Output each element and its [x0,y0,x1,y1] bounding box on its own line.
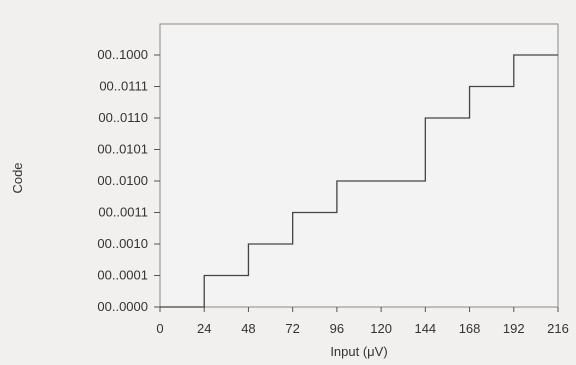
plot-area [159,23,559,308]
y-tick-label: 00..0110 [98,110,148,125]
x-tick-label: 216 [547,321,569,336]
x-tick-label: 168 [459,321,481,336]
x-tick-label: 0 [156,321,163,336]
y-tick-label: 00..0111 [99,79,148,94]
x-tick-label: 48 [241,321,255,336]
series-line [160,54,558,308]
y-tick-label: 00..0101 [97,142,148,157]
y-tick-label: 00..1000 [97,47,148,62]
x-axis-title: Input (μV) [330,344,387,359]
y-tick-label: 00..0011 [98,205,148,220]
x-tick-label: 192 [503,321,525,336]
x-tick-label: 24 [197,321,211,336]
y-axis-ticks: 00..0000 00..0001 00..0010 00..0011 00..0100… [97,47,160,314]
y-tick-label: 00..0100 [97,173,148,188]
y-tick-label: 00..0000 [97,299,148,314]
y-axis-title: Code [10,162,25,193]
y-tick-label: 00..0001 [97,268,148,283]
y-tick-label: 00..0010 [97,236,148,251]
x-tick-label: 96 [330,321,344,336]
x-axis-ticks: 0 24 48 72 96 120 144 168 192 216 [156,307,569,336]
x-tick-label: 144 [414,321,436,336]
x-tick-label: 72 [285,321,299,336]
x-tick-label: 120 [370,321,392,336]
